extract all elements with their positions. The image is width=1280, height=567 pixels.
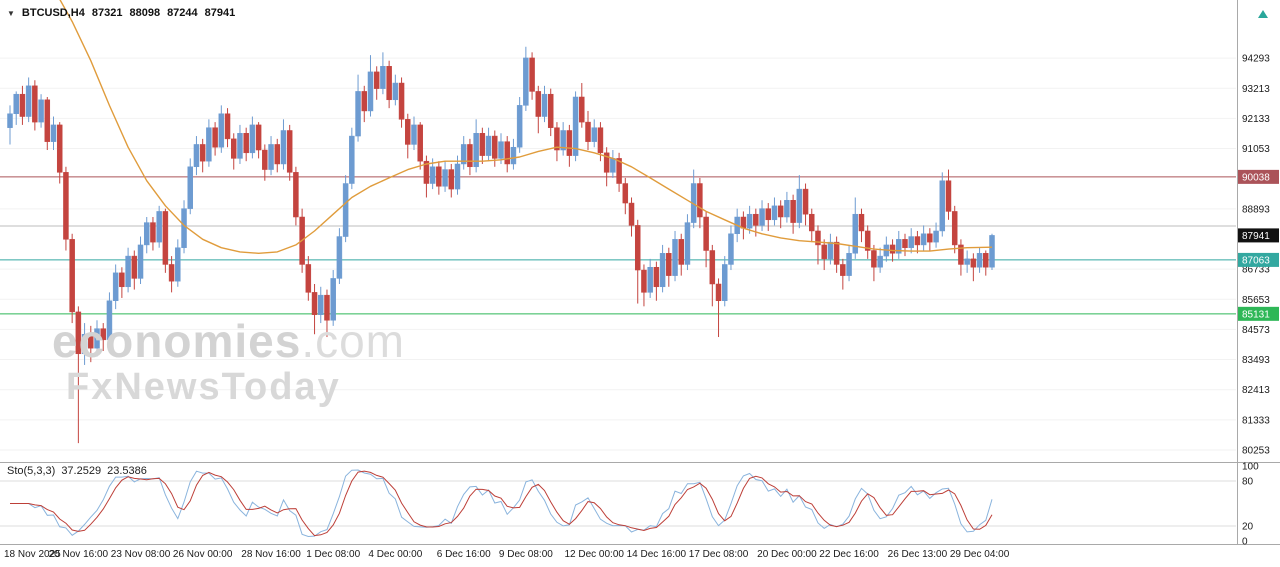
svg-text:85131: 85131 bbox=[1242, 309, 1270, 320]
svg-text:6 Dec 16:00: 6 Dec 16:00 bbox=[437, 549, 491, 560]
watermark: economies.com FxNewsToday bbox=[52, 318, 405, 406]
svg-text:83493: 83493 bbox=[1242, 355, 1270, 366]
svg-text:90038: 90038 bbox=[1242, 172, 1270, 183]
high-value: 88098 bbox=[129, 7, 161, 19]
svg-text:26 Nov 00:00: 26 Nov 00:00 bbox=[173, 549, 233, 560]
svg-text:80: 80 bbox=[1242, 477, 1254, 488]
stochastic-name: Sto(5,3,3) bbox=[7, 465, 56, 477]
stochastic-d-value: 23.5386 bbox=[107, 465, 147, 477]
svg-text:91053: 91053 bbox=[1242, 144, 1270, 155]
svg-text:12 Dec 00:00: 12 Dec 00:00 bbox=[564, 549, 624, 560]
svg-text:0: 0 bbox=[1242, 537, 1248, 548]
watermark-brand: economies.com bbox=[52, 315, 405, 367]
svg-text:93213: 93213 bbox=[1242, 84, 1270, 95]
svg-text:23 Nov 08:00: 23 Nov 08:00 bbox=[111, 549, 171, 560]
symbol-timeframe-label: BTCUSD,H4 bbox=[21, 7, 85, 19]
svg-text:26 Dec 13:00: 26 Dec 13:00 bbox=[888, 549, 948, 560]
svg-text:100: 100 bbox=[1242, 462, 1259, 473]
svg-text:29 Dec 04:00: 29 Dec 04:00 bbox=[950, 549, 1010, 560]
svg-text:92133: 92133 bbox=[1242, 114, 1270, 125]
svg-text:84573: 84573 bbox=[1242, 325, 1270, 336]
svg-text:4 Dec 00:00: 4 Dec 00:00 bbox=[368, 549, 422, 560]
svg-text:85653: 85653 bbox=[1242, 295, 1270, 306]
svg-text:9 Dec 08:00: 9 Dec 08:00 bbox=[499, 549, 553, 560]
watermark-subbrand: FxNewsToday bbox=[66, 366, 341, 408]
low-value: 87244 bbox=[167, 7, 198, 19]
open-value: 87321 bbox=[91, 7, 123, 19]
svg-text:20: 20 bbox=[1242, 522, 1254, 533]
stochastic-label: Sto(5,3,3) 37.2529 23.5386 bbox=[7, 465, 147, 477]
close-value: 87941 bbox=[204, 7, 236, 19]
svg-text:17 Dec 08:00: 17 Dec 08:00 bbox=[689, 549, 749, 560]
stochastic-k-value: 37.2529 bbox=[61, 465, 102, 477]
svg-text:87063: 87063 bbox=[1242, 255, 1270, 266]
svg-text:1 Dec 08:00: 1 Dec 08:00 bbox=[306, 549, 360, 560]
svg-text:80253: 80253 bbox=[1242, 445, 1270, 456]
svg-text:82413: 82413 bbox=[1242, 385, 1270, 396]
svg-text:86733: 86733 bbox=[1242, 265, 1270, 276]
svg-text:14 Dec 16:00: 14 Dec 16:00 bbox=[627, 549, 687, 560]
svg-text:20 Dec 00:00: 20 Dec 00:00 bbox=[757, 549, 817, 560]
svg-text:18 Nov 2025: 18 Nov 2025 bbox=[4, 549, 61, 560]
svg-text:28 Nov 16:00: 28 Nov 16:00 bbox=[241, 549, 301, 560]
svg-text:94293: 94293 bbox=[1242, 54, 1270, 65]
svg-text:20 Nov 16:00: 20 Nov 16:00 bbox=[49, 549, 109, 560]
svg-text:81333: 81333 bbox=[1242, 415, 1270, 426]
svg-text:88893: 88893 bbox=[1242, 204, 1270, 215]
svg-text:87941: 87941 bbox=[1242, 231, 1270, 242]
symbol-dropdown-icon[interactable]: ▼ bbox=[7, 8, 15, 18]
chart-end-marker bbox=[1258, 10, 1268, 18]
symbol-ohlc-bar: ▼ BTCUSD,H4 87321 88098 87244 87941 bbox=[7, 7, 235, 19]
svg-text:22 Dec 16:00: 22 Dec 16:00 bbox=[819, 549, 879, 560]
